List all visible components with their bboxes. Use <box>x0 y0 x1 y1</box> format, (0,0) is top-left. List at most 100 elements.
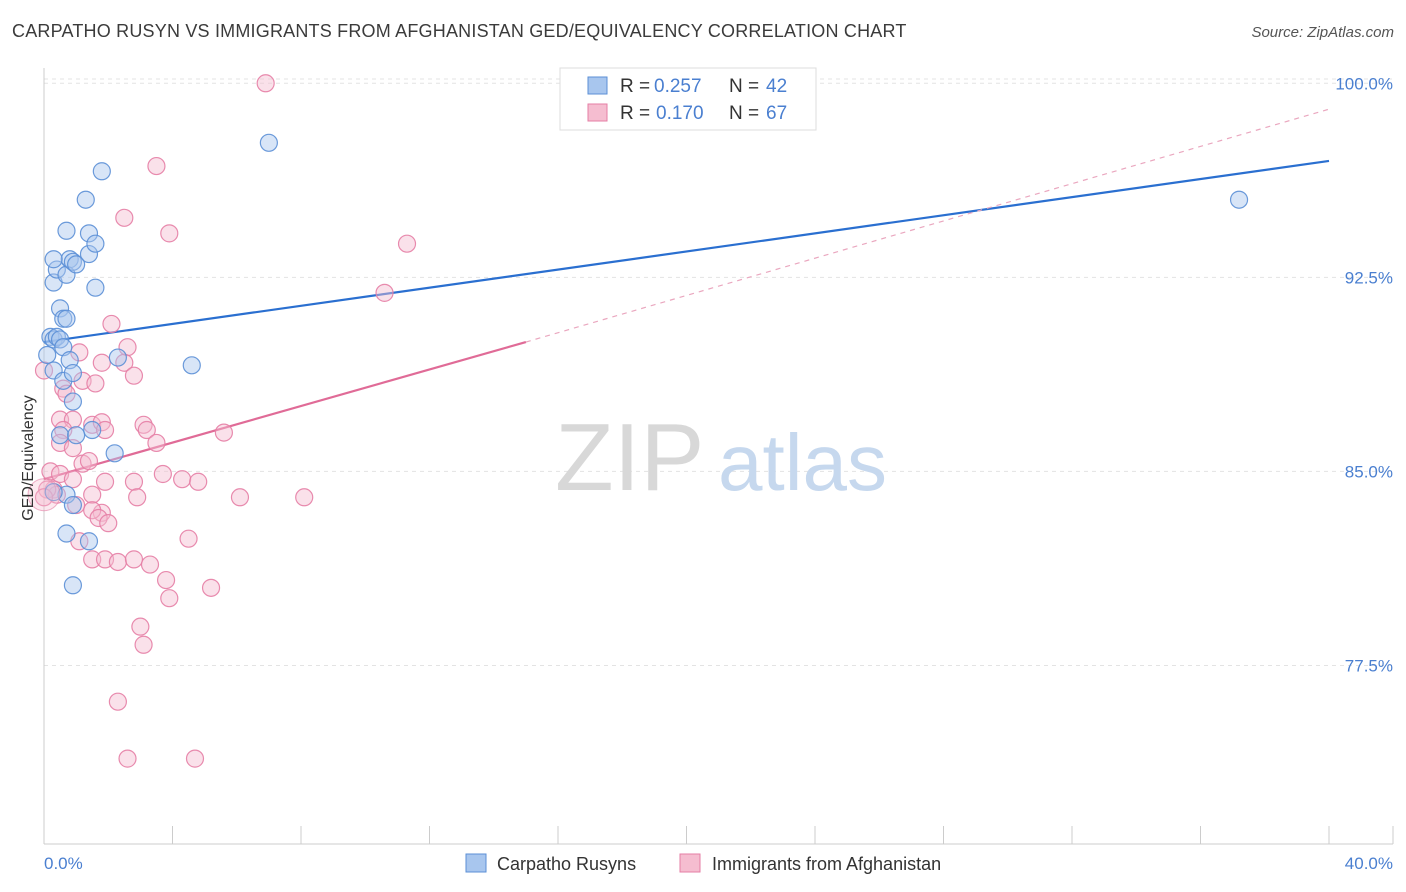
data-point-afghanistan <box>118 749 137 768</box>
bottom-legend-swatch-pink <box>679 853 701 873</box>
data-point-afghanistan <box>79 451 99 471</box>
data-point-carpatho-rusyns <box>76 190 95 209</box>
trend-line-afghanistan <box>43 340 527 481</box>
data-point-afghanistan <box>50 410 70 429</box>
legend-n-value: 67 <box>766 103 787 124</box>
data-point-afghanistan <box>137 420 156 440</box>
legend-r-value: 0.257 <box>654 76 702 97</box>
data-point-afghanistan <box>160 224 179 243</box>
data-point-afghanistan <box>134 415 153 434</box>
legend-n-label: N = <box>729 103 759 124</box>
data-point-carpatho-rusyns <box>63 576 83 595</box>
data-point-carpatho-rusyns <box>86 234 105 253</box>
data-point-afghanistan <box>185 749 205 768</box>
y-tick-label: 92.5% <box>1345 268 1393 287</box>
legend-n-label: N = <box>729 76 759 97</box>
data-point-afghanistan <box>108 692 127 711</box>
data-point-carpatho-rusyns <box>63 495 83 515</box>
data-point-afghanistan <box>115 208 134 227</box>
legend-n-value: 42 <box>766 76 787 97</box>
data-point-afghanistan <box>134 635 153 654</box>
data-point-afghanistan <box>86 374 105 393</box>
data-point-carpatho-rusyns <box>83 420 102 440</box>
data-point-afghanistan <box>83 485 102 504</box>
legend-r-label: R = <box>620 76 650 97</box>
legend-box: R = 0.257 N = 42 R = 0.170 N = 67 <box>559 67 817 131</box>
data-point-carpatho-rusyns <box>54 371 73 390</box>
data-point-carpatho-rusyns <box>79 224 99 243</box>
data-point-carpatho-rusyns <box>182 356 201 375</box>
data-point-carpatho-rusyns <box>47 260 66 279</box>
data-point-carpatho-rusyns <box>57 221 76 240</box>
data-point-afghanistan <box>95 472 115 491</box>
data-point-carpatho-rusyns <box>67 426 86 445</box>
data-point-carpatho-rusyns <box>63 363 83 383</box>
bottom-legend: Carpatho Rusyns Immigrants from Afghanis… <box>465 853 941 874</box>
data-point-carpatho-rusyns <box>47 327 66 346</box>
data-point-carpatho-rusyns <box>92 162 111 181</box>
data-point-afghanistan <box>128 488 147 507</box>
axis-layer: 77.5% 85.0% 92.5% 100.0% <box>43 68 1394 845</box>
bottom-legend-label: Immigrants from Afghanistan <box>712 854 941 874</box>
data-point-afghanistan <box>54 379 73 398</box>
data-point-carpatho-rusyns <box>63 252 83 271</box>
data-point-afghanistan <box>27 478 61 512</box>
watermark: ZIP atlas <box>555 404 887 511</box>
data-point-afghanistan <box>156 570 176 590</box>
data-point-carpatho-rusyns <box>50 299 70 318</box>
data-point-afghanistan <box>92 353 111 372</box>
data-point-afghanistan <box>124 366 144 385</box>
data-point-afghanistan <box>295 488 314 507</box>
data-point-afghanistan <box>131 617 150 636</box>
trend-line-extension-afghanistan <box>525 108 1330 343</box>
watermark-zip: ZIP <box>555 404 704 511</box>
y-axis-label: GED/Equivalency <box>20 395 37 520</box>
data-point-carpatho-rusyns <box>38 345 57 365</box>
data-point-carpatho-rusyns <box>105 444 124 463</box>
legend-swatch-pink <box>587 103 608 122</box>
trend-line-carpatho-rusyns <box>43 159 1330 344</box>
data-point-carpatho-rusyns <box>44 250 63 269</box>
data-point-afghanistan <box>256 74 275 93</box>
data-point-afghanistan <box>147 156 166 176</box>
data-point-afghanistan <box>34 361 54 380</box>
data-point-carpatho-rusyns <box>79 244 99 264</box>
data-point-carpatho-rusyns <box>86 278 105 297</box>
chart-title: CARPATHO RUSYN VS IMMIGRANTS FROM AFGHAN… <box>12 21 907 41</box>
legend-r-label: R = <box>620 103 650 124</box>
legend-r-value: 0.170 <box>656 103 704 124</box>
data-point-carpatho-rusyns <box>67 255 86 274</box>
watermark-atlas: atlas <box>718 418 887 507</box>
data-point-afghanistan <box>173 470 192 489</box>
data-point-afghanistan <box>108 552 127 572</box>
data-point-carpatho-rusyns <box>57 309 76 328</box>
data-point-carpatho-rusyns <box>259 133 278 152</box>
data-point-afghanistan <box>70 343 89 362</box>
data-point-afghanistan <box>230 488 250 507</box>
y-tick-label: 100.0% <box>1335 74 1393 93</box>
y-tick-label: 85.0% <box>1345 462 1393 481</box>
data-point-afghanistan <box>189 472 208 491</box>
data-point-afghanistan <box>89 508 108 528</box>
source-credit: Source: ZipAtlas.com <box>1251 24 1394 41</box>
data-point-afghanistan <box>63 470 83 489</box>
data-point-carpatho-rusyns <box>57 524 76 543</box>
x-tick-label: 40.0% <box>1345 854 1393 873</box>
data-point-carpatho-rusyns <box>44 483 63 502</box>
data-point-carpatho-rusyns <box>50 426 70 445</box>
legend-swatch-blue <box>587 76 608 95</box>
data-point-carpatho-rusyns <box>79 532 99 551</box>
x-tick-label: 0.0% <box>44 854 83 873</box>
points-layer <box>27 74 1249 768</box>
data-point-carpatho-rusyns <box>44 330 63 349</box>
data-point-afghanistan <box>160 589 179 608</box>
data-point-afghanistan <box>147 433 166 453</box>
data-point-afghanistan <box>397 234 417 253</box>
bottom-legend-swatch-blue <box>465 853 487 873</box>
data-point-carpatho-rusyns <box>1229 190 1249 209</box>
data-point-afghanistan <box>375 283 394 302</box>
bottom-legend-label: Carpatho Rusyns <box>497 854 636 874</box>
data-point-afghanistan <box>124 472 144 491</box>
